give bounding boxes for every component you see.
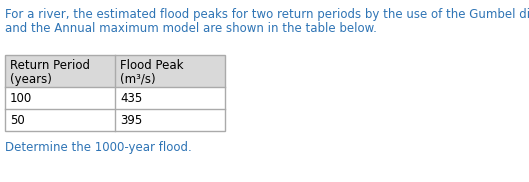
Text: Flood Peak: Flood Peak	[120, 59, 184, 72]
Text: 435: 435	[120, 92, 142, 104]
Bar	[5, 55, 225, 87]
Bar	[5, 87, 225, 131]
Text: Return Period: Return Period	[10, 59, 90, 72]
Text: Determine the 1000-year flood.: Determine the 1000-year flood.	[5, 141, 191, 154]
Text: (m³/s): (m³/s)	[120, 73, 156, 86]
Bar	[5, 55, 225, 131]
Text: 395: 395	[120, 114, 142, 126]
Text: 50: 50	[10, 114, 25, 126]
Text: (years): (years)	[10, 73, 52, 86]
Text: 100: 100	[10, 92, 32, 104]
Text: For a river, the estimated flood peaks for two return periods by the use of the : For a river, the estimated flood peaks f…	[5, 8, 529, 21]
Text: and the Annual maximum model are shown in the table below.: and the Annual maximum model are shown i…	[5, 22, 377, 35]
